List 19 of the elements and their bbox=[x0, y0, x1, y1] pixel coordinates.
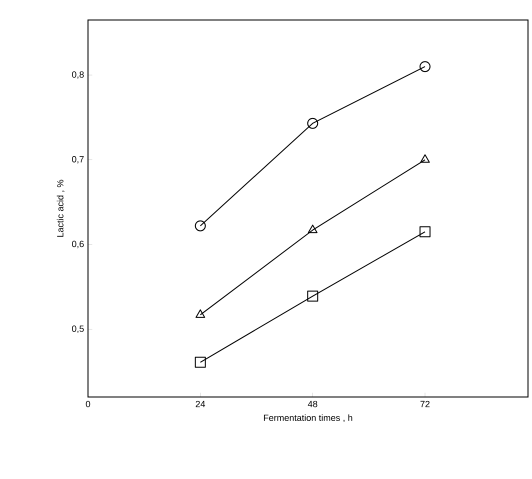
x-tick-label: 48 bbox=[308, 400, 318, 408]
y-tick-label: 0,8 bbox=[72, 71, 84, 79]
y-tick-label: 0,5 bbox=[72, 326, 84, 333]
point bbox=[196, 309, 206, 318]
y-tick-label: 0,7 bbox=[72, 156, 84, 164]
point bbox=[194, 356, 206, 368]
point bbox=[307, 290, 318, 302]
point bbox=[420, 61, 431, 72]
point bbox=[420, 154, 430, 163]
x-tick-label: 0 bbox=[86, 400, 90, 408]
point bbox=[307, 118, 318, 129]
y-tick-label: 0,6 bbox=[72, 240, 84, 248]
x-tick-label: 72 bbox=[420, 400, 430, 408]
x-tick-label: 24 bbox=[196, 400, 206, 408]
y-axis-title: Lactic acid , % bbox=[56, 180, 64, 237]
point bbox=[420, 226, 431, 238]
point bbox=[194, 220, 206, 232]
point bbox=[308, 224, 318, 234]
x-axis-title: Fermentation times , h bbox=[264, 414, 352, 422]
